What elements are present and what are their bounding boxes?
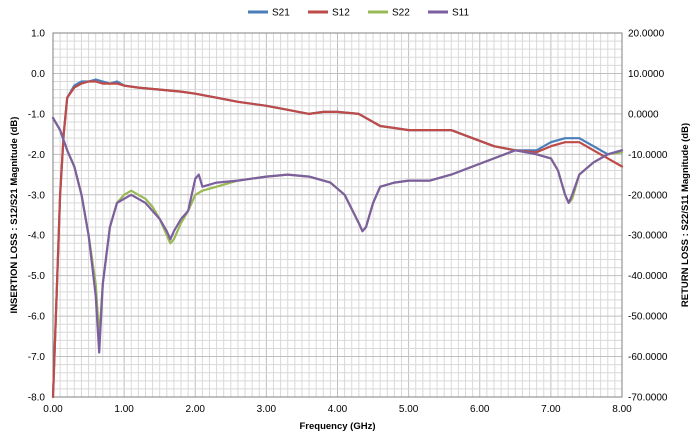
legend-label-s22: S22	[392, 8, 410, 19]
y-left-tick-label: -3.0	[28, 190, 46, 201]
legend-label-s21: S21	[272, 8, 290, 19]
series-line-s11	[51, 116, 624, 354]
x-tick-label: 8.00	[612, 404, 632, 415]
y-right-tick-label: -40.0000	[628, 271, 668, 282]
legend: S21 S12 S22 S11	[248, 8, 469, 19]
x-tick-label: 3.00	[257, 404, 277, 415]
y-left-tick-label: -2.0	[28, 150, 46, 161]
y-right-tick-label: 20.0000	[628, 29, 665, 40]
x-tick-label: 0.00	[43, 404, 63, 415]
y-left-tick-label: -4.0	[28, 231, 46, 242]
y-right-tick-label: -50.0000	[628, 312, 668, 323]
y-left-tick-label: -5.0	[28, 271, 46, 282]
plot-area-border	[52, 32, 623, 398]
y-right-tick-label: 0.0000	[628, 109, 659, 120]
y-left-tick-label: 0.0	[31, 69, 45, 80]
y-right-tick-label: -30.0000	[628, 231, 668, 242]
y-left-tick-label: 1.0	[31, 29, 45, 40]
y-right-tick-label: -20.0000	[628, 190, 668, 201]
x-tick-label: 2.00	[186, 404, 206, 415]
y-left-tick-label: -7.0	[28, 352, 46, 363]
y-axis-right-title: RETURN LOSS : S22/S11 Magnitude (dB)	[680, 123, 691, 307]
x-tick-label: 1.00	[114, 404, 134, 415]
y-right-tick-label: -60.0000	[628, 352, 668, 363]
x-axis-title: Frequency (GHz)	[299, 421, 375, 432]
legend-label-s11: S11	[452, 8, 469, 19]
x-tick-label: 6.00	[470, 404, 490, 415]
grid	[52, 32, 623, 398]
axes: 0.00 1.00 2.00 3.00 4.00 5.00 6.00 7.00 8.00 1.0 0…	[28, 29, 668, 416]
legend-label-s12: S12	[332, 8, 350, 19]
x-tick-label: 4.00	[328, 404, 348, 415]
x-tick-label: 7.00	[541, 404, 561, 415]
y-right-tick-label: 10.0000	[628, 69, 665, 80]
y-left-tick-label: -6.0	[28, 312, 46, 323]
y-right-tick-label: -70.0000	[628, 393, 668, 404]
y-left-tick-label: -8.0	[28, 393, 46, 404]
x-tick-label: 5.00	[399, 404, 419, 415]
y-axis-left-title: INSERTION LOSS : S12/S21 Magnitude (dB)	[9, 117, 20, 314]
series-lines	[51, 78, 624, 399]
y-right-tick-label: -10.0000	[628, 150, 668, 161]
y-left-tick-label: -1.0	[28, 109, 46, 120]
